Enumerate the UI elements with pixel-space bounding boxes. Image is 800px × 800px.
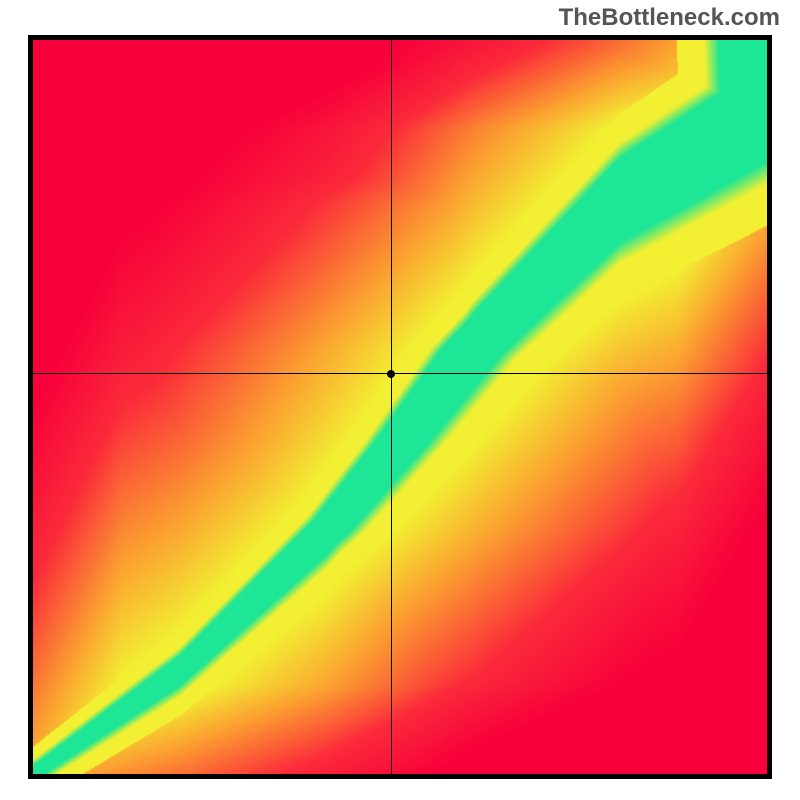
heatmap-canvas — [33, 40, 767, 774]
chart-outer-frame — [28, 35, 772, 779]
watermark-text: TheBottleneck.com — [559, 4, 780, 32]
heatmap-plot — [33, 40, 767, 774]
